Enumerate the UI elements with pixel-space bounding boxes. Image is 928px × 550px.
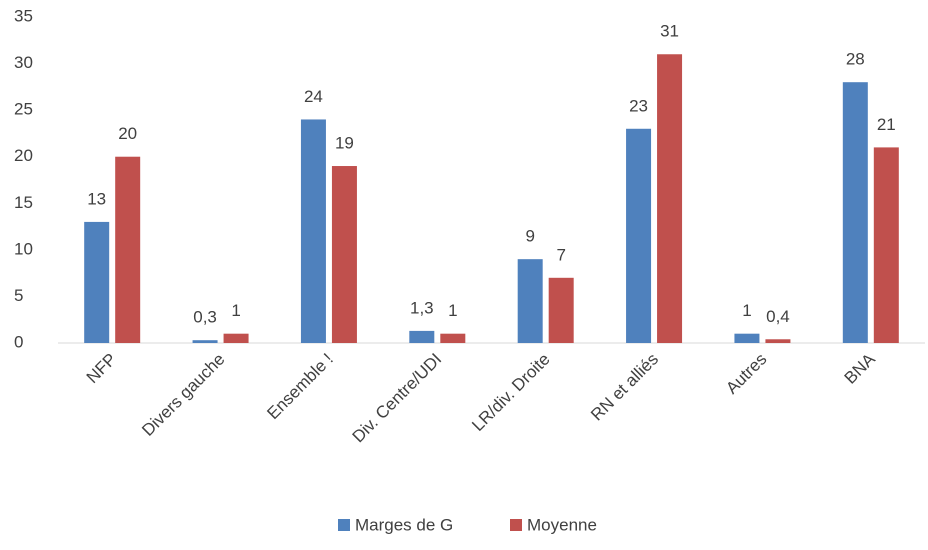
y-tick-label: 5: [14, 286, 23, 305]
bar: [548, 277, 574, 343]
y-tick-label: 35: [14, 6, 33, 25]
value-label: 9: [525, 227, 534, 246]
value-label: 28: [846, 50, 865, 69]
value-label: 31: [660, 22, 679, 41]
x-tick-label: Autres: [722, 350, 770, 398]
value-label: 20: [118, 124, 137, 143]
x-tick-label: Div. Centre/UDI: [349, 350, 446, 447]
y-tick-label: 15: [14, 193, 33, 212]
value-label: 24: [304, 87, 323, 106]
bar: [734, 333, 760, 343]
value-label: 7: [556, 245, 565, 264]
value-label: 1: [448, 301, 457, 320]
x-tick-label: LR/div. Droite: [468, 350, 553, 435]
value-label: 19: [335, 134, 354, 153]
bar: [331, 166, 357, 343]
bar: [517, 259, 543, 343]
bar: [409, 330, 435, 343]
legend-swatch: [510, 519, 522, 531]
bar: [626, 128, 652, 343]
x-tick-label: Divers gauche: [138, 350, 228, 440]
legend-label: Marges de G: [355, 515, 453, 534]
legend-label: Moyenne: [527, 515, 597, 534]
value-label: 0,4: [766, 307, 790, 326]
x-tick-label: RN et alliés: [587, 350, 662, 425]
value-label: 13: [87, 189, 106, 208]
y-tick-label: 0: [14, 332, 23, 351]
bar: [873, 147, 899, 343]
value-label: 23: [629, 96, 648, 115]
y-tick-label: 30: [14, 53, 33, 72]
x-tick-label: Ensemble !: [263, 350, 337, 424]
bar: [223, 333, 249, 343]
bar: [115, 156, 141, 343]
bar: [842, 82, 868, 343]
value-label: 1: [742, 301, 751, 320]
value-label: 21: [877, 115, 896, 134]
bar: [657, 54, 683, 343]
value-label: 1,3: [410, 298, 434, 317]
value-label: 1: [231, 301, 240, 320]
bar: [300, 119, 326, 343]
y-tick-label: 25: [14, 100, 33, 119]
bar: [84, 221, 110, 343]
y-tick-label: 10: [14, 239, 33, 258]
y-tick-label: 20: [14, 146, 33, 165]
bar: [440, 333, 466, 343]
x-tick-label: NFP: [83, 350, 120, 387]
bar: [192, 340, 218, 343]
bar: [765, 339, 791, 343]
x-tick-label: BNA: [841, 349, 880, 388]
value-label: 0,3: [193, 308, 217, 327]
legend-swatch: [338, 519, 350, 531]
